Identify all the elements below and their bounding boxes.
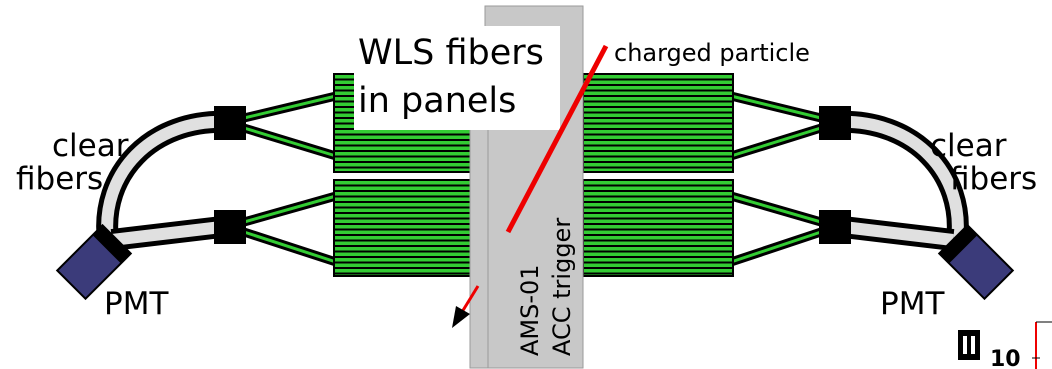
clear-fibers-right-line2: fibers bbox=[950, 161, 1037, 197]
charged-particle-track bbox=[452, 44, 609, 328]
ams-label-line2: ACC trigger bbox=[548, 218, 576, 356]
connector-right-top bbox=[819, 106, 851, 140]
pmt-left bbox=[55, 223, 133, 301]
clear-fibers-right-line1: clear bbox=[930, 128, 1007, 164]
wls-panel-left-bottom bbox=[333, 179, 487, 277]
pmt-right bbox=[937, 223, 1015, 301]
wls-panel-right-bottom bbox=[582, 179, 734, 277]
corner-glyph-icon bbox=[958, 330, 980, 360]
clear-fiber-bundle-left bbox=[96, 110, 241, 251]
connector-left-bottom bbox=[214, 210, 246, 244]
fiber-connectors bbox=[214, 106, 851, 244]
wls-label-line1: WLS fibers bbox=[358, 33, 544, 73]
wls-label-line2: in panels bbox=[358, 81, 516, 121]
corner-fragment: 10 bbox=[958, 321, 1052, 369]
pmt-right-label: PMT bbox=[880, 286, 945, 322]
wls-panel-right-top bbox=[582, 73, 734, 173]
connector-left-top bbox=[214, 106, 246, 140]
charged-particle-label: charged particle bbox=[614, 39, 810, 67]
clear-fibers-left-line1: clear bbox=[52, 128, 129, 164]
corner-number: 10 bbox=[990, 347, 1021, 369]
ams-label-line1: AMS-01 bbox=[516, 264, 544, 356]
particle-arrowhead bbox=[452, 306, 470, 328]
connector-right-bottom bbox=[819, 210, 851, 244]
clear-fibers-left-line2: fibers bbox=[16, 161, 103, 197]
clear-fiber-bundle-right bbox=[824, 110, 969, 251]
wls-label-box bbox=[354, 26, 560, 130]
pmt-left-label: PMT bbox=[104, 286, 169, 322]
fiber-fans bbox=[242, 91, 823, 267]
